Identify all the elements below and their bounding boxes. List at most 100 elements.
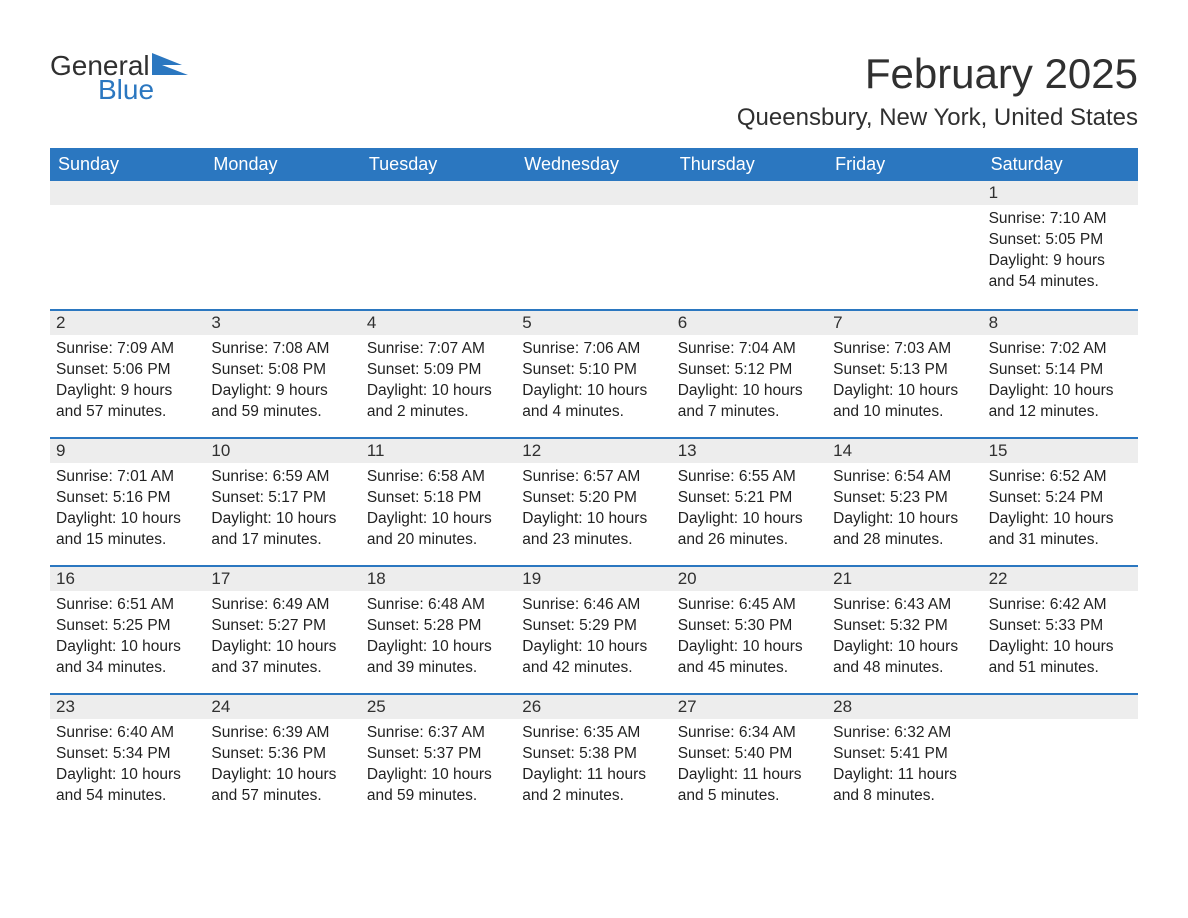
week-row: 2Sunrise: 7:09 AMSunset: 5:06 PMDaylight… — [50, 309, 1138, 437]
daylight-text: Daylight: 10 hours and 4 minutes. — [522, 381, 665, 423]
sunset-text: Sunset: 5:32 PM — [833, 616, 976, 637]
day-body: Sunrise: 7:07 AMSunset: 5:09 PMDaylight:… — [361, 335, 516, 435]
day-number: 26 — [516, 695, 671, 719]
day-cell: 11Sunrise: 6:58 AMSunset: 5:18 PMDayligh… — [361, 439, 516, 565]
sunset-text: Sunset: 5:38 PM — [522, 744, 665, 765]
sunset-text: Sunset: 5:29 PM — [522, 616, 665, 637]
day-cell: 18Sunrise: 6:48 AMSunset: 5:28 PMDayligh… — [361, 567, 516, 693]
day-number: 9 — [50, 439, 205, 463]
day-number — [205, 181, 360, 205]
day-cell: 2Sunrise: 7:09 AMSunset: 5:06 PMDaylight… — [50, 311, 205, 437]
day-cell — [361, 181, 516, 309]
sunrise-text: Sunrise: 7:10 AM — [989, 209, 1132, 230]
day-cell — [205, 181, 360, 309]
day-number: 13 — [672, 439, 827, 463]
sunset-text: Sunset: 5:10 PM — [522, 360, 665, 381]
daylight-text: Daylight: 11 hours and 8 minutes. — [833, 765, 976, 807]
day-number: 28 — [827, 695, 982, 719]
sunset-text: Sunset: 5:17 PM — [211, 488, 354, 509]
day-cell: 14Sunrise: 6:54 AMSunset: 5:23 PMDayligh… — [827, 439, 982, 565]
sunset-text: Sunset: 5:34 PM — [56, 744, 199, 765]
day-number: 12 — [516, 439, 671, 463]
sunrise-text: Sunrise: 6:57 AM — [522, 467, 665, 488]
sunrise-text: Sunrise: 6:51 AM — [56, 595, 199, 616]
day-body: Sunrise: 6:37 AMSunset: 5:37 PMDaylight:… — [361, 719, 516, 819]
sunrise-text: Sunrise: 7:01 AM — [56, 467, 199, 488]
sunrise-text: Sunrise: 7:07 AM — [367, 339, 510, 360]
daylight-text: Daylight: 10 hours and 26 minutes. — [678, 509, 821, 551]
sunset-text: Sunset: 5:27 PM — [211, 616, 354, 637]
day-cell — [983, 695, 1138, 821]
daylight-text: Daylight: 10 hours and 31 minutes. — [989, 509, 1132, 551]
day-number: 19 — [516, 567, 671, 591]
day-body: Sunrise: 6:51 AMSunset: 5:25 PMDaylight:… — [50, 591, 205, 691]
day-number — [983, 695, 1138, 719]
sunrise-text: Sunrise: 6:54 AM — [833, 467, 976, 488]
sunset-text: Sunset: 5:24 PM — [989, 488, 1132, 509]
day-body: Sunrise: 6:45 AMSunset: 5:30 PMDaylight:… — [672, 591, 827, 691]
day-number: 25 — [361, 695, 516, 719]
day-cell: 17Sunrise: 6:49 AMSunset: 5:27 PMDayligh… — [205, 567, 360, 693]
sunset-text: Sunset: 5:13 PM — [833, 360, 976, 381]
flag-icon — [152, 53, 188, 79]
day-body — [516, 205, 671, 221]
day-number: 21 — [827, 567, 982, 591]
day-cell — [827, 181, 982, 309]
day-header: Sunday — [50, 148, 205, 181]
sunrise-text: Sunrise: 6:32 AM — [833, 723, 976, 744]
day-header: Monday — [205, 148, 360, 181]
day-cell — [672, 181, 827, 309]
daylight-text: Daylight: 10 hours and 42 minutes. — [522, 637, 665, 679]
daylight-text: Daylight: 10 hours and 20 minutes. — [367, 509, 510, 551]
day-number: 14 — [827, 439, 982, 463]
page-title: February 2025 — [737, 50, 1138, 98]
daylight-text: Daylight: 10 hours and 10 minutes. — [833, 381, 976, 423]
day-cell: 16Sunrise: 6:51 AMSunset: 5:25 PMDayligh… — [50, 567, 205, 693]
sunrise-text: Sunrise: 6:46 AM — [522, 595, 665, 616]
day-cell: 26Sunrise: 6:35 AMSunset: 5:38 PMDayligh… — [516, 695, 671, 821]
sunset-text: Sunset: 5:12 PM — [678, 360, 821, 381]
day-body: Sunrise: 7:06 AMSunset: 5:10 PMDaylight:… — [516, 335, 671, 435]
sunrise-text: Sunrise: 6:34 AM — [678, 723, 821, 744]
day-header: Friday — [827, 148, 982, 181]
day-header: Thursday — [672, 148, 827, 181]
sunset-text: Sunset: 5:06 PM — [56, 360, 199, 381]
day-cell: 4Sunrise: 7:07 AMSunset: 5:09 PMDaylight… — [361, 311, 516, 437]
daylight-text: Daylight: 10 hours and 45 minutes. — [678, 637, 821, 679]
sunset-text: Sunset: 5:05 PM — [989, 230, 1132, 251]
sunrise-text: Sunrise: 6:42 AM — [989, 595, 1132, 616]
sunrise-text: Sunrise: 6:58 AM — [367, 467, 510, 488]
sunrise-text: Sunrise: 7:03 AM — [833, 339, 976, 360]
day-number: 16 — [50, 567, 205, 591]
daylight-text: Daylight: 11 hours and 5 minutes. — [678, 765, 821, 807]
sunrise-text: Sunrise: 6:48 AM — [367, 595, 510, 616]
sunset-text: Sunset: 5:36 PM — [211, 744, 354, 765]
sunset-text: Sunset: 5:08 PM — [211, 360, 354, 381]
daylight-text: Daylight: 10 hours and 12 minutes. — [989, 381, 1132, 423]
day-cell: 15 Sunrise: 6:52 AMSunset: 5:24 PMDayligh… — [983, 439, 1138, 565]
day-header: Tuesday — [361, 148, 516, 181]
day-cell: 25Sunrise: 6:37 AMSunset: 5:37 PMDayligh… — [361, 695, 516, 821]
day-number — [516, 181, 671, 205]
logo: General Blue — [50, 50, 188, 106]
sunset-text: Sunset: 5:30 PM — [678, 616, 821, 637]
day-number: 10 — [205, 439, 360, 463]
day-number — [50, 181, 205, 205]
day-body: Sunrise: 7:04 AMSunset: 5:12 PMDaylight:… — [672, 335, 827, 435]
sunrise-text: Sunrise: 6:59 AM — [211, 467, 354, 488]
sunset-text: Sunset: 5:09 PM — [367, 360, 510, 381]
day-body: Sunrise: 6:55 AMSunset: 5:21 PMDaylight:… — [672, 463, 827, 563]
day-number: 6 — [672, 311, 827, 335]
daylight-text: Daylight: 10 hours and 34 minutes. — [56, 637, 199, 679]
sunrise-text: Sunrise: 7:04 AM — [678, 339, 821, 360]
day-number: 15 — [983, 439, 1138, 463]
sunset-text: Sunset: 5:18 PM — [367, 488, 510, 509]
daylight-text: Daylight: 10 hours and 48 minutes. — [833, 637, 976, 679]
day-body: Sunrise: 7:02 AMSunset: 5:14 PMDaylight:… — [983, 335, 1138, 435]
day-cell: 24Sunrise: 6:39 AMSunset: 5:36 PMDayligh… — [205, 695, 360, 821]
header: General Blue February 2025 Queensbury, N… — [50, 50, 1138, 132]
daylight-text: Daylight: 10 hours and 39 minutes. — [367, 637, 510, 679]
sunset-text: Sunset: 5:25 PM — [56, 616, 199, 637]
sunrise-text: Sunrise: 6:52 AM — [989, 467, 1132, 488]
day-number: 8 — [983, 311, 1138, 335]
